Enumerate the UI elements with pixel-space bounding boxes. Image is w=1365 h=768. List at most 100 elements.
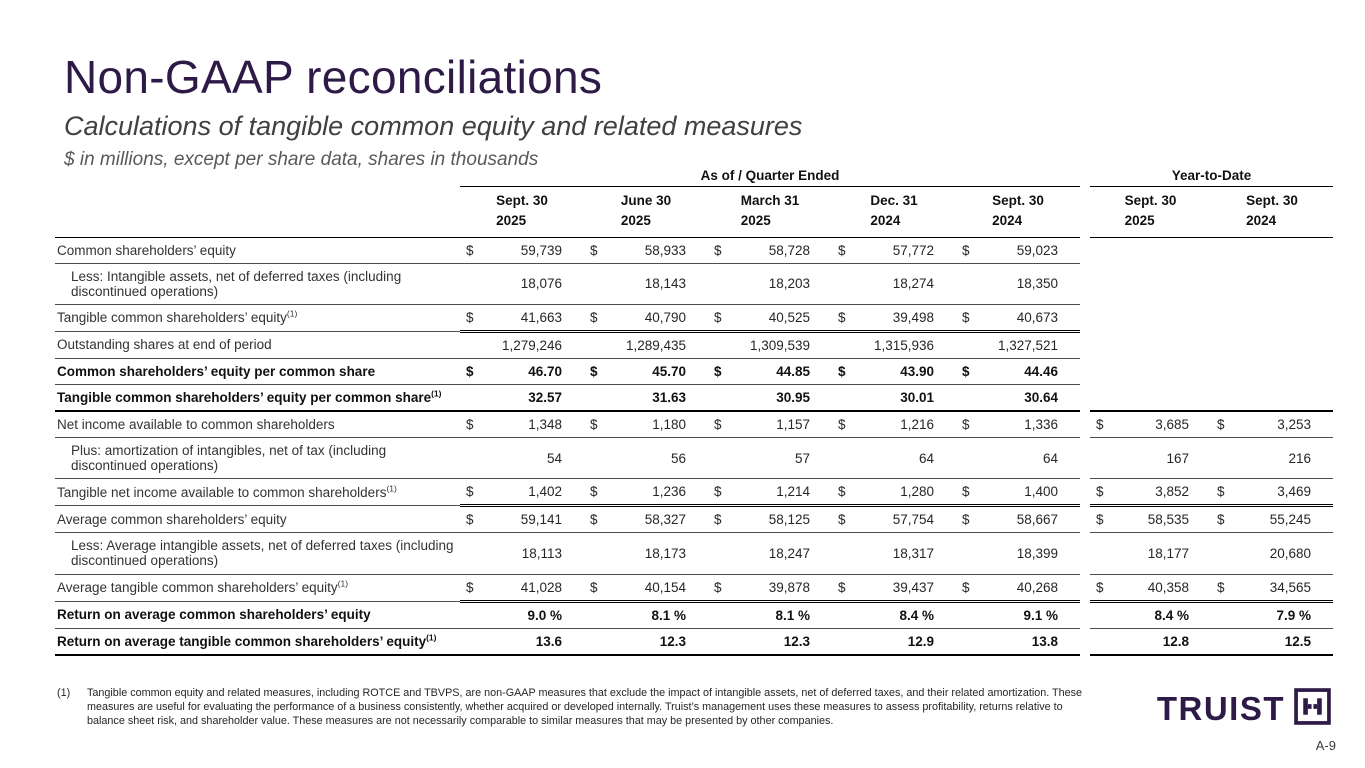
cell-value: $45.70: [584, 358, 708, 385]
numeric-value: 1,289,435: [625, 337, 686, 353]
cell-value: 7.9 %: [1211, 601, 1334, 629]
cell-value: 32.57: [460, 384, 584, 413]
cell-value: 18,113: [460, 532, 584, 575]
cell-value: 18,317: [832, 532, 956, 575]
footnote-marker: (1): [57, 687, 71, 699]
label-spacer: [55, 186, 460, 238]
numeric-value: 46.70: [528, 363, 562, 379]
footnote: (1) Tangible common equity and related m…: [57, 686, 1087, 728]
footnote-text: Tangible common equity and related measu…: [87, 687, 1083, 728]
cell-value: 13.6: [460, 628, 584, 656]
dollar-sign: $: [466, 579, 474, 595]
numeric-value: 1,402: [528, 484, 562, 500]
cell-value: $1,348: [460, 411, 584, 439]
dollar-sign: $: [590, 363, 598, 379]
cell-value: 1,279,246: [460, 331, 584, 359]
numeric-value: 18,317: [892, 545, 934, 561]
numeric-value: 59,023: [1016, 242, 1059, 258]
dollar-sign: $: [962, 309, 970, 325]
cell-value: $41,663: [460, 304, 584, 333]
cell-value: 1,315,936: [832, 331, 956, 359]
table-row: Less: Average intangible assets, net of …: [55, 532, 1334, 575]
column-gap: [1080, 358, 1090, 384]
numeric-value: 18,247: [768, 545, 810, 561]
cell-value: 9.0 %: [460, 601, 584, 629]
cell-value: $59,141: [460, 505, 584, 534]
row-label: Common shareholders’ equity: [55, 237, 460, 264]
column-header: June 30 2025: [584, 186, 708, 238]
cell-value: 8.1 %: [584, 601, 708, 629]
truist-logo-icon: [1294, 688, 1331, 730]
cell-value: 30.01: [832, 384, 956, 413]
dollar-sign: $: [838, 484, 846, 500]
numeric-value: 40,358: [1147, 579, 1190, 595]
numeric-value: 20,680: [1269, 545, 1312, 561]
numeric-value: 57,772: [892, 242, 934, 258]
numeric-value: 13.6: [535, 633, 562, 649]
cell-value: 18,274: [832, 263, 956, 305]
row-label: Common shareholders’ equity per common s…: [55, 358, 460, 385]
numeric-value: 18,350: [1016, 276, 1059, 292]
cell-value: 18,173: [584, 532, 708, 575]
cell-value: $44.46: [956, 358, 1081, 385]
cell-value: $58,728: [708, 237, 832, 264]
dollar-sign: $: [1096, 579, 1104, 595]
column-header-row: Sept. 30 2025 June 30 2025 March 31 2025 De…: [55, 186, 1334, 238]
page-number: A-9: [1315, 738, 1336, 753]
cell-value: $1,214: [708, 478, 832, 508]
cell-value: $1,280: [832, 478, 956, 508]
row-label: Outstanding shares at end of period: [55, 331, 460, 359]
numeric-value: 30.01: [900, 389, 934, 405]
column-gap: [1080, 411, 1090, 438]
numeric-value: 8.1 %: [651, 607, 686, 623]
cell-value: 1,289,435: [584, 331, 708, 359]
dollar-sign: $: [1217, 417, 1225, 433]
column-header: Sept. 30 2024: [1211, 186, 1334, 238]
cell-value: $40,358: [1090, 574, 1212, 603]
quarter-group-header: As of / Quarter Ended: [460, 166, 1081, 187]
cell-value: 18,143: [584, 263, 708, 305]
cell-value: 18,247: [708, 532, 832, 575]
column-header-year: 2025: [740, 213, 771, 229]
numeric-value: 30.95: [776, 389, 810, 405]
numeric-value: 40,154: [644, 579, 686, 595]
numeric-value: 55,245: [1269, 512, 1312, 528]
dollar-sign: $: [466, 512, 474, 528]
numeric-value: 54: [546, 450, 562, 466]
cell-value: $55,245: [1211, 505, 1334, 534]
table-row: Tangible common shareholders’ equity(1) $…: [55, 304, 1333, 333]
column-header-year: 2025: [620, 213, 651, 229]
numeric-value: 18,173: [644, 545, 686, 561]
row-label: Average common shareholders’ equity: [55, 505, 460, 534]
cell-value: [1090, 304, 1211, 331]
cell-value: [1090, 358, 1211, 384]
dollar-sign: $: [962, 363, 970, 379]
dollar-sign: $: [714, 363, 722, 379]
numeric-value: 45.70: [652, 363, 686, 379]
row-label: Tangible net income available to common …: [55, 478, 460, 507]
cell-value: $39,498: [832, 304, 956, 333]
dollar-sign: $: [466, 363, 474, 379]
row-label: Return on average common shareholders’ e…: [55, 601, 460, 629]
dollar-sign: $: [714, 417, 722, 433]
row-label: Average tangible common shareholders’ eq…: [55, 574, 460, 602]
numeric-value: 58,728: [768, 242, 810, 258]
numeric-value: 1,279,246: [501, 337, 562, 353]
cell-value: $3,685: [1090, 411, 1212, 439]
column-header-date: Sept. 30: [992, 193, 1044, 208]
numeric-value: 58,933: [644, 242, 686, 258]
dollar-sign: $: [466, 309, 474, 325]
numeric-value: 167: [1166, 450, 1190, 466]
truist-wordmark: TRUIST: [1156, 690, 1285, 727]
numeric-value: 1,336: [1024, 417, 1059, 433]
recon-table-body: Common shareholders’ equity $59,739 $58,93…: [55, 237, 1334, 656]
dollar-sign: $: [590, 309, 598, 325]
numeric-value: 18,113: [521, 545, 562, 561]
numeric-value: 1,315,936: [873, 337, 934, 353]
cell-value: 64: [956, 437, 1081, 480]
table-row: Outstanding shares at end of period 1,279…: [55, 331, 1333, 359]
column-gap: [1080, 601, 1090, 628]
cell-value: 64: [832, 437, 956, 480]
cell-value: 9.1 %: [956, 601, 1081, 629]
